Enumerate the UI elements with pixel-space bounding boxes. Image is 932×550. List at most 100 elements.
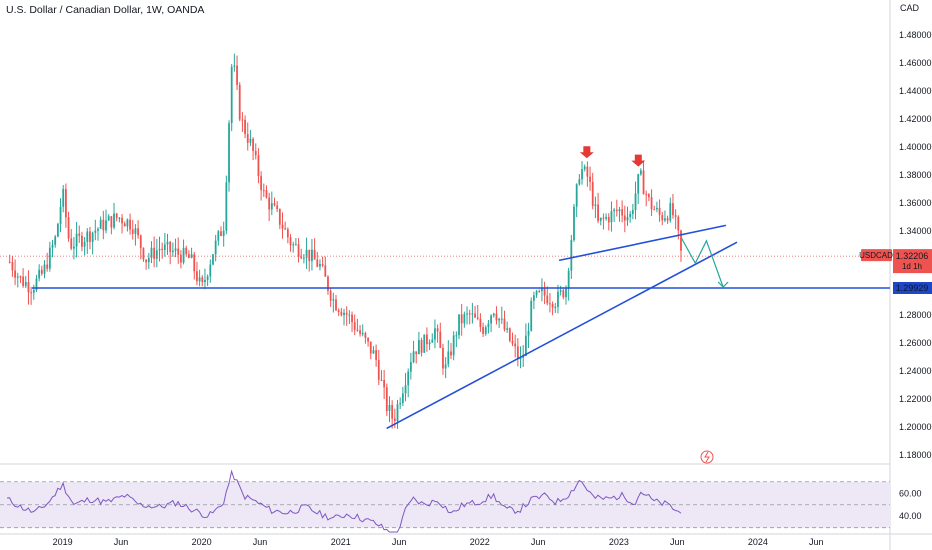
- candle-body: [11, 261, 14, 271]
- symbol-tag-label: USDCAD: [859, 251, 893, 260]
- candle-body: [46, 264, 49, 269]
- candle-body: [147, 257, 150, 263]
- alert-bolt-icon: [704, 451, 710, 463]
- candle-body: [131, 229, 134, 234]
- countdown-label: 1d 1h: [902, 262, 922, 271]
- rsi-line: [6, 469, 682, 533]
- candle-body: [64, 189, 67, 218]
- candle-body: [329, 290, 332, 301]
- price-tick-label: 1.36000: [899, 198, 932, 208]
- candle-body: [169, 241, 172, 252]
- candle-body: [345, 312, 348, 315]
- candle-body: [444, 364, 447, 369]
- candle-body: [185, 247, 188, 255]
- candle-body: [62, 189, 65, 207]
- candle-body: [196, 271, 198, 282]
- candle-body: [340, 311, 343, 316]
- candle-body: [163, 244, 166, 250]
- candle-body: [522, 356, 525, 358]
- candle-body: [78, 233, 81, 236]
- candle-body: [97, 228, 99, 231]
- candle-body: [86, 231, 89, 242]
- candle-body: [212, 254, 214, 265]
- candle-body: [375, 350, 378, 360]
- candle-body: [51, 244, 54, 248]
- candle-body: [182, 247, 185, 263]
- candle-body: [538, 291, 541, 293]
- candle-body: [647, 194, 650, 198]
- candle-body: [372, 350, 375, 354]
- candle-body: [463, 314, 466, 324]
- candle-body: [519, 357, 522, 360]
- price-tick-label: 1.20000: [899, 422, 932, 432]
- time-tick-label: 2024: [748, 537, 768, 547]
- candle-body: [16, 276, 19, 278]
- candle-body: [14, 270, 16, 278]
- candle-body: [506, 328, 509, 330]
- candle-body: [38, 269, 41, 279]
- candle-body: [337, 310, 340, 312]
- candle-body: [319, 264, 321, 267]
- candle-body: [343, 312, 345, 316]
- candle-body: [260, 176, 263, 191]
- candle-body: [145, 259, 148, 263]
- candle-body: [134, 228, 137, 234]
- candle-body: [436, 328, 439, 332]
- candle-body: [158, 248, 161, 251]
- candle-body: [254, 151, 257, 156]
- candle-body: [562, 290, 565, 298]
- price-tick-label: 1.24000: [899, 366, 932, 376]
- candle-body: [230, 66, 233, 124]
- candle-body: [305, 249, 308, 258]
- candle-body: [391, 404, 394, 419]
- candle-body: [516, 346, 519, 360]
- candle-body: [661, 215, 664, 221]
- candle-body: [431, 339, 434, 343]
- candle-body: [409, 362, 412, 372]
- candle-body: [308, 249, 311, 261]
- candle-body: [190, 254, 193, 258]
- candle-body: [217, 231, 220, 241]
- candle-body: [455, 335, 458, 337]
- candle-body: [361, 333, 364, 335]
- price-tick-label: 1.34000: [899, 226, 932, 236]
- candle-body: [233, 65, 236, 67]
- candle-body: [70, 238, 73, 249]
- candle-body: [222, 230, 225, 236]
- candle-body: [407, 371, 410, 386]
- candle-body: [466, 313, 468, 315]
- candle-body: [244, 119, 246, 135]
- candle-body: [313, 249, 316, 260]
- candle-body: [177, 248, 180, 255]
- candle-body: [535, 291, 538, 296]
- candle-body: [286, 229, 289, 238]
- candle-body: [268, 197, 271, 210]
- price-tick-label: 1.22000: [899, 394, 932, 404]
- candle-body: [252, 138, 254, 152]
- candle-body: [575, 184, 578, 207]
- candle-body: [559, 290, 562, 292]
- time-tick-label: 2019: [53, 537, 73, 547]
- support-price-label: 1.29929: [896, 283, 929, 293]
- candle-body: [656, 207, 658, 210]
- rsi-tick-label: 40.00: [899, 511, 922, 521]
- candle-body: [193, 254, 196, 272]
- candle-body: [468, 313, 471, 315]
- candle-body: [680, 230, 682, 251]
- candle-body: [59, 206, 62, 224]
- candle-body: [458, 314, 460, 336]
- candle-body: [613, 209, 616, 212]
- candle-body: [420, 340, 423, 353]
- candle-body: [356, 329, 359, 331]
- candle-body: [364, 333, 367, 338]
- candle-body: [380, 379, 383, 381]
- axis-currency-label: CAD: [900, 3, 920, 13]
- candle-body: [204, 279, 206, 283]
- candle-body: [650, 197, 653, 210]
- candle-body: [412, 351, 415, 363]
- candle-body: [541, 288, 543, 292]
- candle-body: [292, 244, 295, 246]
- candle-body: [278, 209, 281, 225]
- candle-body: [634, 193, 637, 211]
